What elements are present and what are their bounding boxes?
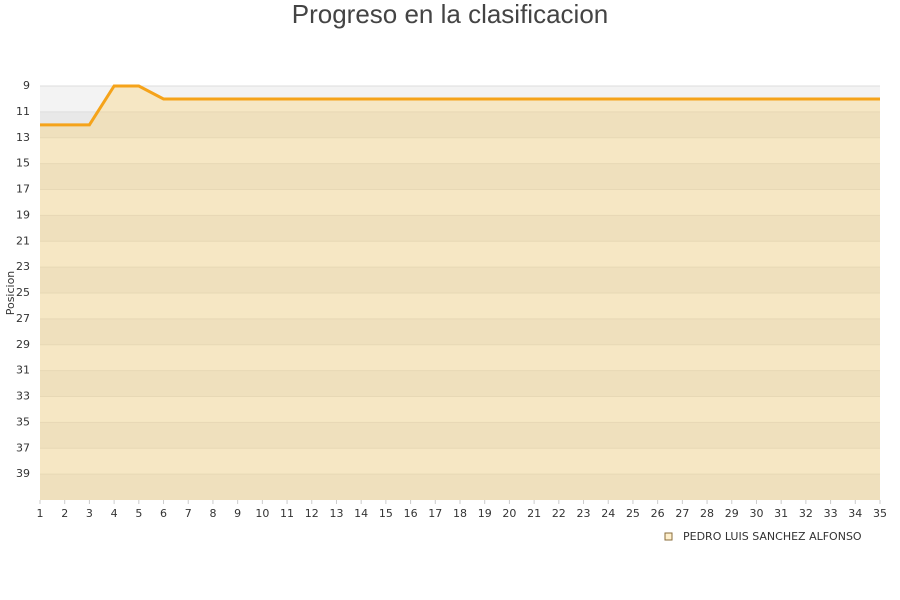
y-tick-label: 11 xyxy=(16,105,30,118)
band xyxy=(40,344,880,371)
x-tick-label: 23 xyxy=(577,507,591,520)
y-tick-label: 15 xyxy=(16,157,30,170)
y-tick-label: 13 xyxy=(16,131,30,144)
band xyxy=(40,422,880,449)
x-tick-label: 10 xyxy=(255,507,269,520)
x-tick-label: 24 xyxy=(601,507,615,520)
band xyxy=(40,474,880,500)
y-tick-label: 19 xyxy=(16,208,30,221)
x-tick-label: 6 xyxy=(160,507,167,520)
x-tick-label: 15 xyxy=(379,507,393,520)
x-tick-label: 13 xyxy=(329,507,343,520)
band xyxy=(40,241,880,268)
x-tick-label: 11 xyxy=(280,507,294,520)
y-tick-label: 35 xyxy=(16,415,30,428)
band xyxy=(40,163,880,190)
x-tick-label: 2 xyxy=(61,507,68,520)
x-tick-label: 7 xyxy=(185,507,192,520)
x-tick-label: 22 xyxy=(552,507,566,520)
x-tick-label: 8 xyxy=(209,507,216,520)
y-tick-label: 17 xyxy=(16,183,30,196)
area xyxy=(40,86,880,500)
y-tick-label: 25 xyxy=(16,286,30,299)
x-tick-label: 3 xyxy=(86,507,93,520)
x-tick-label: 33 xyxy=(824,507,838,520)
legend-label: PEDRO LUIS SANCHEZ ALFONSO xyxy=(683,530,862,543)
x-tick-label: 17 xyxy=(428,507,442,520)
x-tick-label: 4 xyxy=(111,507,118,520)
y-tick-label: 9 xyxy=(23,79,30,92)
x-tick-label: 26 xyxy=(651,507,665,520)
band xyxy=(40,137,880,164)
y-axis-label: Posicion xyxy=(4,271,17,316)
y-tick-label: 23 xyxy=(16,260,30,273)
band xyxy=(40,448,880,475)
x-tick-label: 12 xyxy=(305,507,319,520)
y-tick-label: 29 xyxy=(16,338,30,351)
line xyxy=(40,84,880,127)
x-tick-label: 34 xyxy=(848,507,862,520)
band xyxy=(40,215,880,242)
x-tick-label: 35 xyxy=(873,507,887,520)
band xyxy=(40,267,880,293)
x-tick-label: 31 xyxy=(774,507,788,520)
band xyxy=(40,189,880,216)
x-tick-label: 32 xyxy=(799,507,813,520)
x-tick-label: 21 xyxy=(527,507,541,520)
x-tick-label: 1 xyxy=(37,507,44,520)
x-tick-label: 27 xyxy=(675,507,689,520)
band xyxy=(40,370,880,397)
x-tick-label: 19 xyxy=(478,507,492,520)
x-tick-label: 25 xyxy=(626,507,640,520)
y-tick-label: 33 xyxy=(16,390,30,403)
x-tick-label: 5 xyxy=(135,507,142,520)
y-tick-label: 37 xyxy=(16,441,30,454)
x-tick-label: 30 xyxy=(749,507,763,520)
y-tick-label: 27 xyxy=(16,312,30,325)
band xyxy=(40,111,880,138)
y-tick-label: 21 xyxy=(16,234,30,247)
x-tick-label: 16 xyxy=(404,507,418,520)
band xyxy=(40,318,880,345)
x-tick-label: 29 xyxy=(725,507,739,520)
y-tick-label: 39 xyxy=(16,467,30,480)
x-tick-label: 18 xyxy=(453,507,467,520)
legend-swatch xyxy=(664,532,673,541)
band xyxy=(40,293,880,319)
x-tick-label: 28 xyxy=(700,507,714,520)
x-tick-label: 20 xyxy=(502,507,516,520)
x-tick-label: 14 xyxy=(354,507,368,520)
chart-title: Progreso en la clasificacion xyxy=(292,0,609,29)
x-tick-label: 9 xyxy=(234,507,241,520)
y-tick-label: 31 xyxy=(16,364,30,377)
band xyxy=(40,396,880,423)
